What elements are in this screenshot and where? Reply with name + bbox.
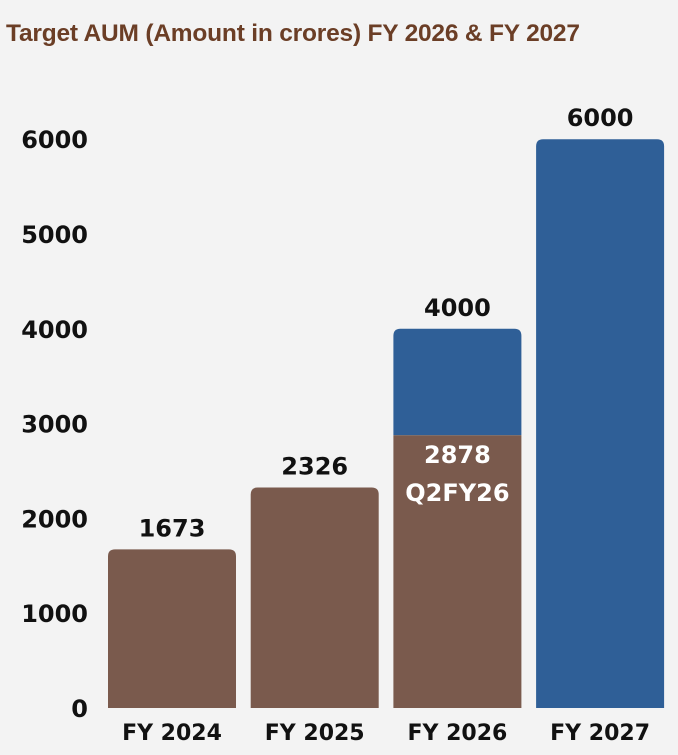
bars <box>108 139 665 708</box>
bar-segment <box>250 487 379 708</box>
x-tick-label: FY 2026 <box>407 721 507 746</box>
bar-data-label: 2326 <box>281 452 348 480</box>
y-tick-label: 5000 <box>21 221 88 249</box>
bar-data-label: 4000 <box>424 294 491 322</box>
bar-data-label: 6000 <box>567 104 634 132</box>
y-tick-label: 6000 <box>21 126 88 154</box>
data-labels: 1673 2326 4000 2878 Q2FY26 6000 <box>139 104 634 542</box>
x-tick-label: FY 2025 <box>265 721 365 746</box>
y-axis-ticks: 0 1000 2000 3000 4000 5000 6000 <box>21 126 88 723</box>
x-axis-ticks: FY 2024 FY 2025 FY 2026 FY 2027 <box>122 721 650 746</box>
x-tick-label: FY 2027 <box>550 721 650 746</box>
y-tick-label: 4000 <box>21 316 88 344</box>
bar-segment <box>393 328 522 436</box>
bar-data-label: 1673 <box>139 514 206 542</box>
bar-segment <box>108 549 236 708</box>
bar-segment <box>393 435 522 708</box>
y-tick-label: 0 <box>71 695 88 723</box>
x-tick-label: FY 2024 <box>122 721 222 746</box>
y-tick-label: 3000 <box>21 411 88 439</box>
bar-segment <box>536 139 665 708</box>
y-tick-label: 1000 <box>21 600 88 628</box>
y-tick-label: 2000 <box>21 505 88 533</box>
bar-segment-label: Q2FY26 <box>405 479 509 507</box>
bar-segment-label: 2878 <box>424 441 491 469</box>
chart-title: Target AUM (Amount in crores) FY 2026 & … <box>6 20 580 47</box>
